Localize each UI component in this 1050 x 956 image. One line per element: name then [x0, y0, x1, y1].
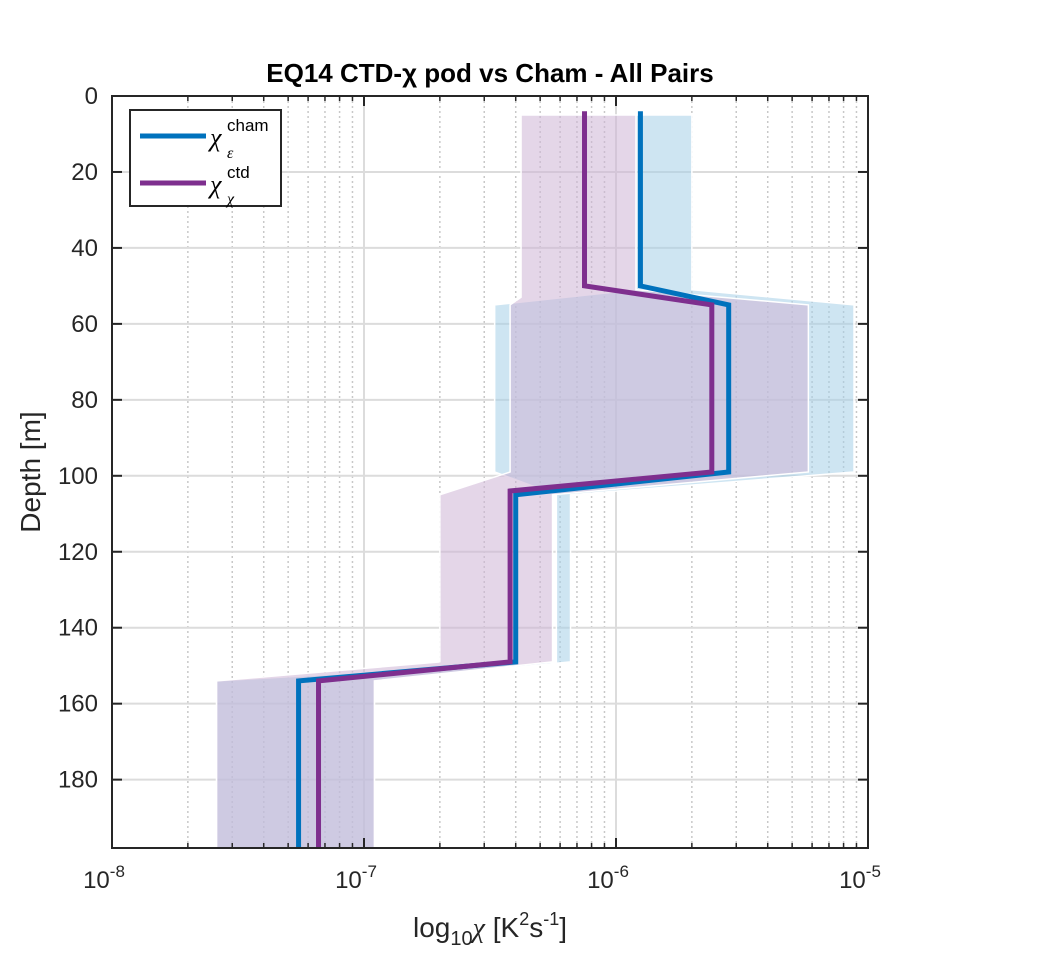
x-tick-label: 10-5: [839, 862, 881, 894]
profile-lines: [296, 111, 732, 848]
y-tick-label: 40: [71, 235, 98, 262]
y-tick-label: 180: [58, 767, 98, 794]
y-tick-label: 20: [71, 159, 98, 186]
legend-label-ctd: χ: [207, 170, 222, 199]
axis-ticks: 0 20 40 60 80 100 120 140 160 180 10-8 10-7 10-6 10-5: [58, 83, 881, 894]
legend-sup-ctd: ctd: [227, 163, 250, 182]
plot-frame: [111, 95, 869, 849]
chart-title: EQ14 CTD-χ pod vs Cham - All Pairs: [266, 58, 713, 88]
legend-label-cham: χ: [207, 123, 222, 152]
legend-sub-ctd: χ: [225, 191, 235, 208]
x-tick-label: 10-7: [335, 862, 377, 894]
x-tick-label: 10-6: [587, 862, 629, 894]
legend: χ cham ε χ ctd χ: [129, 109, 282, 208]
x-tick-label: 10-8: [83, 862, 125, 894]
y-tick-label: 140: [58, 615, 98, 642]
y-tick-label: 160: [58, 691, 98, 718]
y-tick-label: 100: [58, 463, 98, 490]
y-tick-label: 0: [85, 83, 98, 110]
profile-line-series-1: [316, 111, 715, 848]
legend-box: [129, 109, 282, 207]
y-tick-label: 120: [58, 539, 98, 566]
y-tick-label: 60: [71, 311, 98, 338]
legend-sub-cham: ε: [227, 145, 234, 162]
legend-sup-cham: cham: [227, 116, 269, 135]
x-axis-title: log10χ [K2s-1]: [413, 909, 567, 950]
y-tick-label: 80: [71, 387, 98, 414]
y-axis-title: Depth [m]: [15, 411, 46, 532]
